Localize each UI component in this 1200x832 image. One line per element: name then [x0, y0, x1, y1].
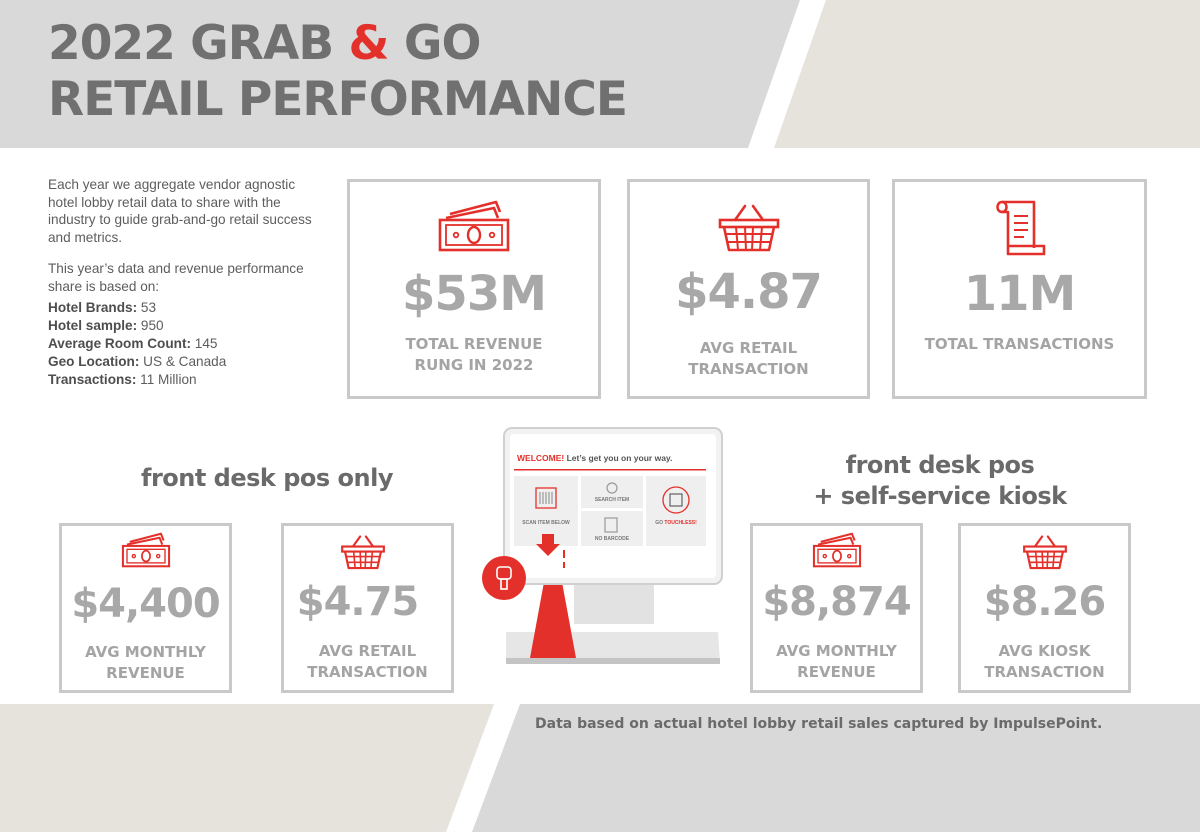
fact-value: 11 Million: [136, 372, 197, 387]
stat-card-avg-monthly-revenue: $4,400 AVG MONTHLY REVENUE: [59, 523, 232, 693]
fact-item: Hotel sample: 950: [48, 317, 318, 335]
kiosk-welcome-rest: Let’s get you on your way.: [564, 453, 673, 463]
stat-label-line: AVG RETAIL: [699, 339, 798, 357]
intro-paragraph: This year’s data and revenue performance…: [48, 261, 304, 294]
stat-label-line: REVENUE: [797, 663, 876, 681]
stat-card-total-revenue: $53M TOTAL REVENUE RUNG IN 2022: [347, 179, 601, 399]
fact-label: Hotel Brands:: [48, 300, 138, 315]
kiosk-search-label: SEARCH ITEM: [594, 497, 630, 503]
stat-label-line: REVENUE: [106, 664, 185, 682]
fact-item: Hotel Brands: 53: [48, 299, 318, 317]
section-heading-front-desk: front desk pos only: [141, 464, 394, 492]
kiosk-scan-label: SCAN ITEM BELOW: [522, 520, 570, 526]
kiosk-welcome-text: WELCOME! Let’s get you on your way.: [517, 453, 672, 463]
stat-label-line: TRANSACTION: [307, 663, 428, 681]
stat-label-line: TRANSACTION: [984, 663, 1105, 681]
stat-label-line: TRANSACTION: [688, 360, 809, 378]
stat-label: AVG MONTHLY REVENUE: [62, 642, 229, 684]
facts-list: Hotel Brands: 53 Hotel sample: 950 Avera…: [48, 299, 318, 389]
stat-card-avg-retail-transaction-pos: $4.75 AVG RETAIL TRANSACTION: [281, 523, 454, 693]
kiosk-touchless: TOUCHLESS!: [664, 520, 697, 526]
kiosk-no-barcode-label: NO BARCODE: [594, 536, 630, 542]
stat-value: 11M: [963, 266, 1077, 322]
stat-label-line: AVG RETAIL: [318, 642, 417, 660]
intro-text: Each year we aggregate vendor agnostic h…: [48, 176, 318, 389]
stat-value: $4.75: [296, 579, 420, 625]
kiosk-welcome: WELCOME!: [517, 453, 565, 463]
stat-value: $53M: [402, 266, 547, 322]
stat-label: AVG KIOSK TRANSACTION: [961, 641, 1128, 683]
kiosk-illustration: WELCOME! Let’s get you on your way. SCAN…: [478, 426, 728, 670]
title-text: 2022 GRAB: [48, 16, 349, 71]
header-background: [0, 0, 1200, 148]
stat-label: AVG RETAIL TRANSACTION: [284, 641, 451, 683]
stat-card-avg-retail-transaction: $4.87 AVG RETAIL TRANSACTION: [627, 179, 870, 399]
money-icon: [753, 531, 920, 569]
fact-value: 950: [137, 318, 164, 333]
stat-card-avg-kiosk-transaction: $8.26 AVG KIOSK TRANSACTION: [958, 523, 1131, 693]
stat-label: AVG RETAIL TRANSACTION: [630, 338, 867, 380]
fact-value: US & Canada: [139, 354, 227, 369]
title-line-2: RETAIL PERFORMANCE: [48, 72, 628, 127]
section-heading-line: + self-service kiosk: [813, 482, 1067, 510]
stat-label-line: RUNG IN 2022: [414, 356, 534, 374]
fact-item: Geo Location: US & Canada: [48, 353, 318, 371]
money-icon: [62, 531, 229, 569]
title-text: GO: [388, 16, 482, 71]
fact-label: Geo Location:: [48, 354, 140, 369]
fact-label: Average Room Count:: [48, 336, 191, 351]
stat-label: TOTAL TRANSACTIONS: [895, 334, 1144, 355]
fact-item: Average Room Count: 145: [48, 335, 318, 353]
section-heading-line: front desk pos: [845, 451, 1035, 479]
title-line-1: 2022 GRAB & GO: [48, 16, 627, 72]
stat-label-line: TOTAL REVENUE: [405, 335, 543, 353]
basket-icon: [274, 535, 451, 571]
stat-label: AVG MONTHLY REVENUE: [753, 641, 920, 683]
title-ampersand: &: [348, 16, 390, 71]
fact-value: 145: [191, 336, 218, 351]
footer-background: [0, 704, 1200, 832]
basket-icon: [961, 535, 1128, 571]
page-title: 2022 GRAB & GO RETAIL PERFORMANCE: [48, 16, 628, 128]
stat-value: $8.26: [983, 579, 1107, 625]
stat-label-line: AVG MONTHLY: [776, 642, 897, 660]
stat-value: $4,400: [71, 581, 220, 627]
stat-value: $4.87: [675, 264, 823, 320]
fact-value: 53: [137, 300, 157, 315]
fact-label: Hotel sample:: [48, 318, 138, 333]
intro-paragraph: Each year we aggregate vendor agnostic h…: [48, 177, 312, 245]
money-icon: [350, 198, 598, 254]
fact-label: Transactions:: [48, 372, 137, 387]
section-heading-kiosk: front desk pos + self-service kiosk: [750, 450, 1130, 512]
stat-card-total-transactions: 11M TOTAL TRANSACTIONS: [892, 179, 1147, 399]
receipt-icon: [895, 196, 1144, 260]
fact-item: Transactions: 11 Million: [48, 371, 318, 389]
stat-label: TOTAL REVENUE RUNG IN 2022: [350, 334, 598, 376]
basket-icon: [630, 204, 867, 254]
stat-label-line: AVG KIOSK: [998, 642, 1091, 660]
kiosk-go-label: GO: [655, 520, 665, 526]
stat-label-line: TOTAL TRANSACTIONS: [924, 335, 1115, 353]
stat-label-line: AVG MONTHLY: [85, 643, 206, 661]
stat-value: $8,874: [762, 579, 911, 625]
kiosk-graphic: [482, 427, 723, 664]
stat-card-kiosk-avg-monthly-revenue: $8,874 AVG MONTHLY REVENUE: [750, 523, 923, 693]
footer-note: Data based on actual hotel lobby retail …: [535, 716, 1103, 732]
kiosk-touchless-label: GO TOUCHLESS!: [646, 520, 706, 526]
